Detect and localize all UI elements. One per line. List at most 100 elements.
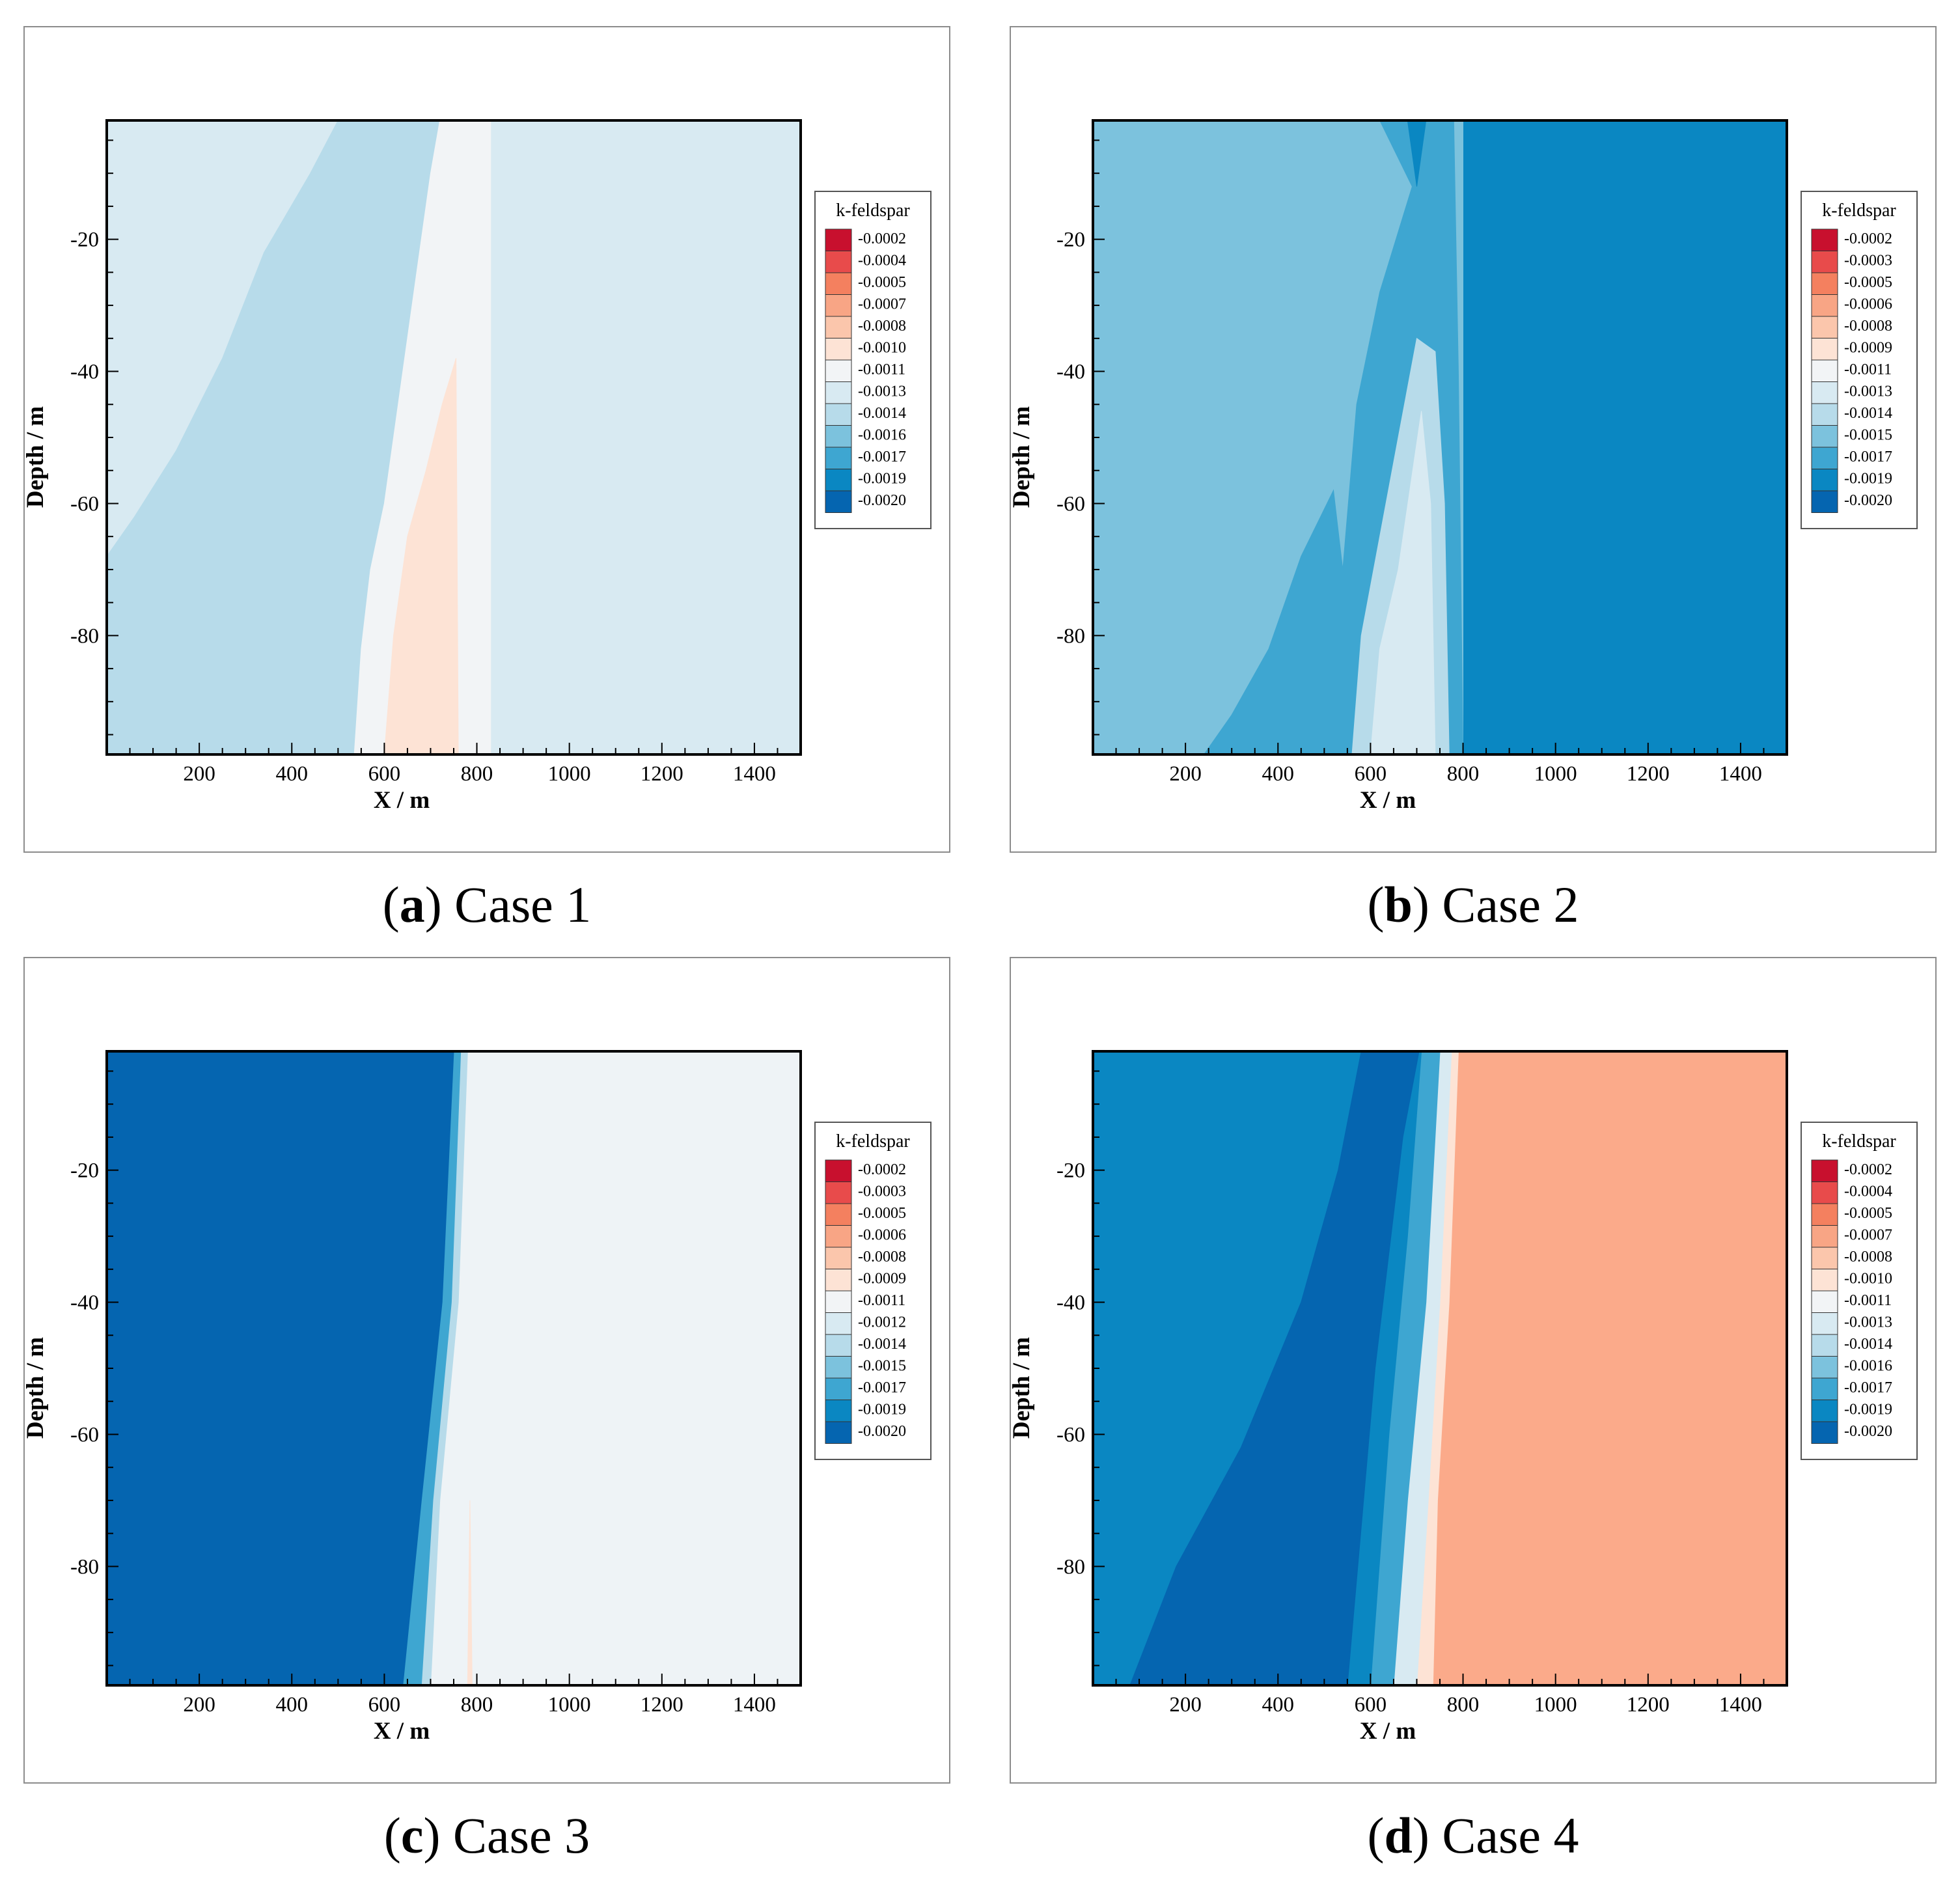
legend-label: -0.0004 [858, 253, 906, 269]
contour-band [1407, 120, 1427, 187]
legend-label: -0.0002 [1844, 1161, 1892, 1178]
x-tick-label: 1200 [641, 1693, 683, 1717]
legend-label: -0.0009 [858, 1271, 906, 1288]
legend-label: -0.0014 [858, 405, 906, 422]
x-tick-label: 1000 [1534, 762, 1577, 786]
legend-label: -0.0006 [858, 1227, 906, 1244]
contour-plot-d: 200 400 600 800 1000 1200 1400 -20 -40 -60 -80 X / … [1011, 1050, 1918, 1745]
tick-marks [106, 139, 801, 754]
legend-swatch [825, 1181, 852, 1204]
y-tick-label: -20 [70, 228, 99, 252]
x-tick-label: 400 [276, 1693, 309, 1717]
legend-swatch [1811, 359, 1838, 382]
legend-label: -0.0005 [1844, 1205, 1892, 1222]
legend-label: -0.0020 [1844, 492, 1892, 509]
y-tick-label: -20 [70, 1159, 99, 1183]
legend-label: -0.0002 [858, 230, 906, 247]
panel-caption: (b) Case 2 [1367, 876, 1579, 933]
legend-label: -0.0013 [1844, 1314, 1892, 1331]
legend-label: -0.0011 [1844, 1292, 1892, 1309]
contour-plot-b: 200 400 600 800 1000 1200 1400 -20 -40 -60 -80 X / … [1011, 119, 1918, 814]
legend-swatch [1811, 1334, 1838, 1357]
legend-swatch [825, 1247, 852, 1269]
legend-swatch [1811, 490, 1838, 513]
y-tick-label: -80 [1056, 1555, 1085, 1579]
legend-label: -0.0008 [1844, 318, 1892, 335]
legend-swatch [1811, 1203, 1838, 1226]
legend-swatch [1811, 338, 1838, 361]
legend-label: -0.0007 [1844, 1227, 1892, 1244]
panel-letter: d [1384, 1807, 1413, 1864]
legend-title: k-feldspar [1822, 200, 1896, 221]
legend-label: -0.0005 [858, 1205, 906, 1222]
legend-label: -0.0017 [1844, 1379, 1892, 1396]
legend-label: -0.0013 [858, 383, 906, 400]
legend-label: -0.0010 [1844, 1271, 1892, 1288]
x-tick-label: 400 [1262, 1693, 1295, 1717]
contour-regions [1093, 1051, 1787, 1685]
legend-swatch [825, 1356, 852, 1379]
legend-label: -0.0003 [858, 1183, 906, 1200]
legend: k-feldspar -0.0002 -0.0004 -0.0005 -0.0007 -0… [1801, 1122, 1918, 1460]
contour-plot-c: 200 400 600 800 1000 1200 1400 -20 -40 -60 -80 X / … [25, 1050, 932, 1745]
legend-swatch [825, 1225, 852, 1248]
legend-swatch [825, 469, 852, 491]
legend-swatch [825, 1400, 852, 1422]
panel-letter: a [399, 876, 425, 933]
x-tick-label: 200 [1169, 762, 1202, 786]
x-tick-label: 1200 [1627, 762, 1670, 786]
contour-band [383, 358, 459, 754]
legend-swatch [825, 447, 852, 469]
legend-label: -0.0016 [858, 427, 906, 444]
x-axis-title: X / m [374, 787, 430, 814]
contour-plot-a: 200 400 600 800 1000 1200 1400 -20 -40 -60 -80 X / … [25, 119, 932, 814]
y-tick-label: -60 [70, 1423, 99, 1446]
legend-swatch [1811, 1225, 1838, 1248]
legend-label: -0.0019 [1844, 1402, 1892, 1418]
legend-swatch [1811, 228, 1838, 251]
x-tick-label: 1400 [733, 1693, 776, 1717]
x-tick-label: 1000 [548, 1693, 591, 1717]
legend-label: -0.0015 [858, 1358, 906, 1375]
legend-swatch [1811, 447, 1838, 469]
legend-swatch [1811, 1159, 1838, 1182]
legend-label: -0.0008 [858, 318, 906, 335]
legend-swatch [825, 403, 852, 426]
x-tick-label: 1200 [641, 762, 683, 786]
legend-label: -0.0017 [858, 449, 906, 465]
legend-label: -0.0011 [858, 1292, 905, 1309]
panel-title: Case 2 [1442, 876, 1579, 933]
x-tick-label: 1400 [1719, 1693, 1762, 1717]
y-tick-label: -60 [1056, 492, 1085, 516]
x-tick-label: 200 [183, 762, 215, 786]
legend-swatch [825, 338, 852, 361]
panel-caption: (a) Case 1 [382, 876, 592, 933]
x-axis-title: X / m [374, 1718, 430, 1745]
contour-band [467, 1500, 473, 1685]
y-axis-title: Depth / m [1011, 406, 1035, 508]
x-axis-title: X / m [1360, 1718, 1416, 1745]
legend-label: -0.0005 [858, 274, 906, 291]
x-tick-label: 800 [461, 762, 493, 786]
legend-label: -0.0019 [858, 1402, 906, 1418]
legend-label: -0.0002 [1844, 230, 1892, 247]
contour-regions [107, 120, 801, 754]
legend-label: -0.0008 [858, 1249, 906, 1265]
legend-label: -0.0011 [858, 361, 905, 378]
panel-caption: (c) Case 3 [383, 1807, 590, 1864]
panel-b: 200 400 600 800 1000 1200 1400 -20 -40 -60 -80 X / … [1010, 26, 1937, 853]
x-tick-label: 1200 [1627, 1693, 1670, 1717]
x-tick-label: 800 [1447, 1693, 1480, 1717]
legend-swatch [825, 1421, 852, 1444]
legend-label: -0.0003 [1844, 253, 1892, 269]
legend-swatch [1811, 1181, 1838, 1204]
legend-swatch [825, 1159, 852, 1182]
tick-marks [1092, 139, 1787, 754]
legend-swatch [1811, 1312, 1838, 1335]
legend: k-feldspar -0.0002 -0.0003 -0.0005 -0.0006 -0… [814, 1122, 932, 1460]
legend-swatch [1811, 381, 1838, 404]
y-tick-label: -20 [1056, 228, 1085, 252]
legend-label: -0.0014 [1844, 405, 1892, 422]
x-tick-label: 400 [276, 762, 309, 786]
